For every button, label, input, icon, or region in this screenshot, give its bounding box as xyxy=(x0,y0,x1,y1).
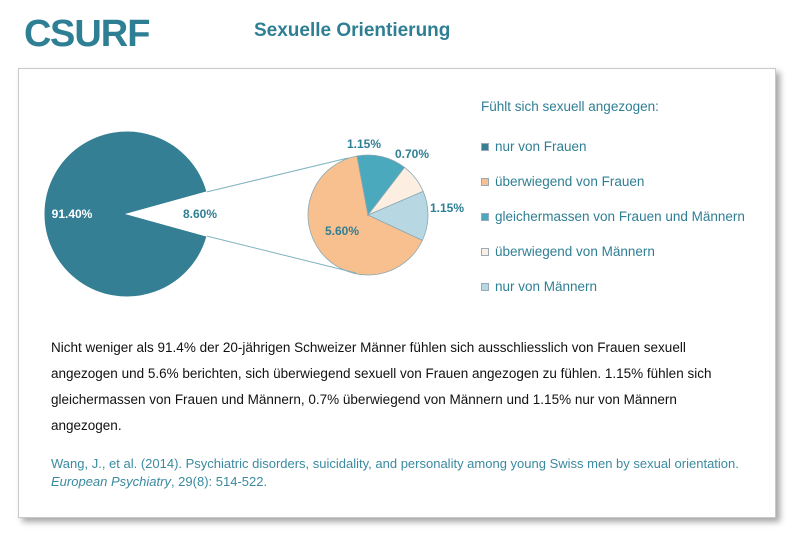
legend-swatch xyxy=(481,212,489,221)
chart-card: 91.40% 8.60% 5.60% 1.15% 0.70% 1.15% Fühlt si… xyxy=(18,68,776,518)
connector-line-bottom xyxy=(206,235,357,274)
legend-item-gleichermassen: gleichermassen von Frauen und Männern xyxy=(481,209,745,224)
legend-swatch xyxy=(481,177,489,186)
legend-swatch xyxy=(481,282,489,291)
legend-label: überwiegend von Männern xyxy=(495,244,655,259)
data-label-secondary-2: 1.15% xyxy=(347,137,381,151)
svg-text:SURF: SURF xyxy=(50,13,149,52)
citation-tail: , 29(8): 514-522. xyxy=(170,474,268,489)
connector-line-top xyxy=(206,157,349,193)
pie-slice-nur-maenner xyxy=(367,190,429,241)
legend-item-nur-von-frauen: nur von Frauen xyxy=(481,139,587,154)
legend-label: nur von Männern xyxy=(495,279,598,294)
citation-main: Wang, J., et al. (2014). Psychiatric dis… xyxy=(51,456,739,471)
description-text: Nicht weniger als 91.4% der 20-jährigen … xyxy=(51,340,712,433)
pie-slice-ueberwiegend-frauen xyxy=(307,155,423,276)
legend-label: überwiegend von Frauen xyxy=(495,174,645,189)
data-label-secondary-4: 1.15% xyxy=(430,201,464,215)
csurf-logo: C SURF xyxy=(24,13,150,52)
legend-item-ueberwiegend-von-maennern: überwiegend von Männern xyxy=(481,244,655,259)
citation: Wang, J., et al. (2014). Psychiatric dis… xyxy=(51,455,751,491)
legend-label: nur von Frauen xyxy=(495,139,587,154)
legend-swatch xyxy=(481,142,489,151)
svg-text:C: C xyxy=(24,13,51,52)
legend-item-ueberwiegend-von-frauen: überwiegend von Frauen xyxy=(481,174,644,189)
legend-title: Fühlt sich sexuell angezogen: xyxy=(481,99,659,114)
data-label-secondary-3: 0.70% xyxy=(395,147,429,161)
data-label-secondary-1: 5.60% xyxy=(325,224,359,238)
page-title: Sexuelle Orientierung xyxy=(254,20,451,41)
legend-item-nur-von-maennern: nur von Männern xyxy=(481,279,597,294)
data-label-main: 91.40% xyxy=(52,207,93,221)
citation-journal: European Psychiatry xyxy=(51,474,171,489)
pie-of-pie-chart: 91.40% 8.60% 5.60% 1.15% 0.70% 1.15% xyxy=(43,130,464,298)
data-label-other: 8.60% xyxy=(183,207,217,221)
legend-swatch xyxy=(481,247,489,256)
legend-label: gleichermassen von Frauen und Männern xyxy=(495,209,745,224)
